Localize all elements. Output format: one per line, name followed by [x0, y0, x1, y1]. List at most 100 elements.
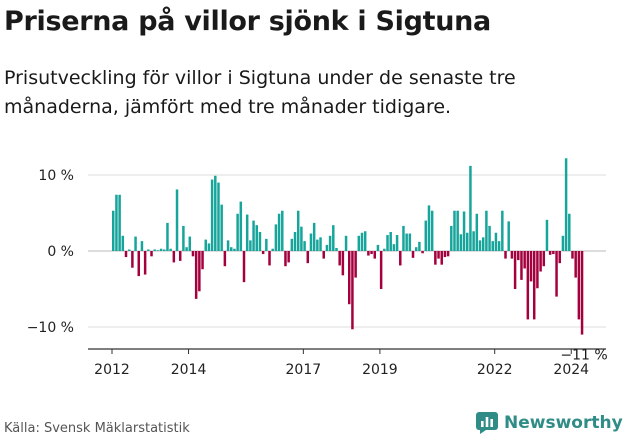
bar — [150, 251, 153, 257]
bar — [281, 210, 284, 251]
bar — [147, 249, 150, 251]
bar — [169, 248, 172, 251]
bar — [112, 210, 115, 251]
bar — [466, 232, 469, 251]
brand-logo: Newsworthy — [476, 410, 623, 436]
bar — [402, 225, 405, 251]
bar — [131, 251, 134, 268]
bar — [265, 238, 268, 251]
bar — [424, 220, 428, 251]
chart-subtitle: Prisutveckling för villor i Sigtuna unde… — [4, 67, 516, 118]
bar — [421, 251, 424, 254]
bar — [526, 251, 530, 320]
bar — [456, 210, 459, 251]
bar — [242, 251, 246, 283]
bar — [411, 251, 415, 258]
bar — [284, 251, 287, 267]
bar — [392, 244, 396, 251]
bar — [166, 222, 169, 251]
bar — [118, 194, 121, 251]
bar — [488, 225, 491, 251]
bar — [303, 241, 306, 251]
bar — [245, 214, 249, 251]
bar — [335, 247, 338, 251]
bar — [367, 251, 370, 256]
x-tick-label: 2019 — [362, 362, 398, 378]
bar — [309, 233, 313, 251]
bar — [408, 233, 412, 251]
bar — [230, 247, 233, 251]
bar — [351, 251, 354, 330]
bar — [389, 232, 392, 251]
y-tick-label: 10 % — [38, 168, 74, 184]
bar — [574, 251, 577, 278]
bar — [501, 210, 504, 251]
bar — [545, 219, 549, 251]
bar — [249, 240, 252, 251]
bar — [348, 251, 351, 305]
bar — [513, 251, 517, 289]
x-tick-label: 2024 — [553, 362, 589, 378]
bar — [226, 240, 230, 251]
bar — [469, 165, 472, 251]
bar — [523, 251, 526, 269]
bar — [261, 251, 265, 255]
bar — [287, 251, 290, 263]
bar — [558, 251, 561, 264]
brand-name: Newsworthy — [504, 413, 623, 433]
bar — [121, 235, 125, 251]
bar — [236, 213, 239, 251]
bar — [459, 234, 463, 251]
source-note: Källa: Svensk Mäklarstatistik — [4, 421, 190, 436]
y-tick-label: −10 % — [27, 320, 74, 336]
bar — [539, 251, 542, 272]
bar — [293, 232, 297, 251]
bar — [552, 251, 555, 255]
bar — [338, 251, 341, 266]
bar — [555, 251, 558, 297]
bar — [542, 251, 546, 267]
bar — [485, 210, 488, 251]
bar — [529, 251, 533, 282]
bar — [214, 175, 217, 251]
bar — [414, 247, 418, 251]
bar — [277, 213, 281, 251]
bar — [252, 220, 255, 251]
bar — [517, 251, 520, 261]
bar — [386, 235, 389, 251]
bar — [360, 232, 364, 251]
bar — [274, 224, 278, 251]
bar — [328, 235, 332, 251]
last-value-annotation: −11 % — [560, 348, 607, 364]
bar — [434, 251, 437, 265]
bar — [536, 251, 539, 289]
bar — [306, 251, 310, 264]
bar — [373, 251, 376, 259]
bar — [571, 251, 574, 259]
bar — [207, 243, 211, 251]
bar — [564, 158, 568, 251]
bar — [258, 232, 262, 251]
bar — [450, 225, 453, 251]
bar — [332, 225, 335, 251]
bar — [453, 210, 456, 251]
bar — [577, 251, 581, 320]
y-tick-label: 0 % — [47, 244, 74, 260]
bar — [233, 248, 236, 251]
bar — [217, 182, 220, 251]
bar — [548, 251, 552, 255]
bar — [223, 251, 227, 267]
bar — [156, 250, 160, 251]
bar — [296, 210, 300, 251]
bar — [220, 204, 223, 251]
bar — [210, 179, 214, 251]
bar — [198, 251, 201, 292]
x-tick-label: 2012 — [94, 362, 130, 378]
bar — [255, 225, 258, 251]
bar — [481, 237, 485, 251]
bar — [478, 240, 482, 251]
bar — [312, 222, 316, 251]
bar — [357, 235, 361, 251]
bar — [159, 248, 163, 251]
bar — [316, 239, 319, 251]
